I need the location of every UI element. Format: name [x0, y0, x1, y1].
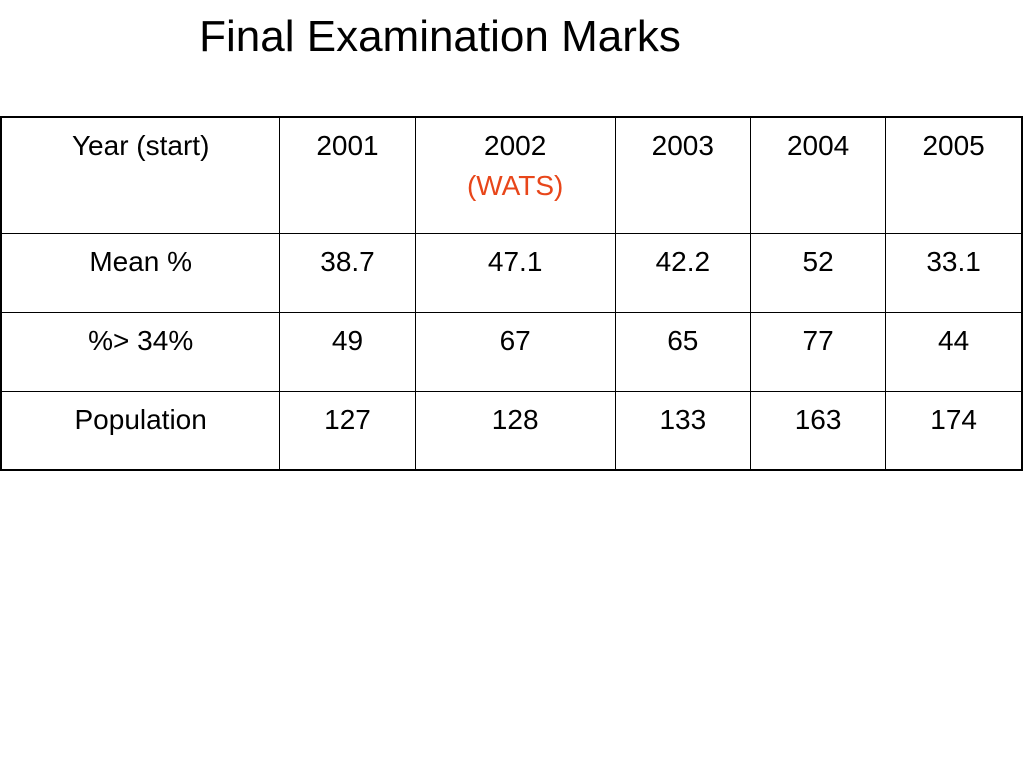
- data-row: Mean % 38.7 47.1 42.2 52 33.1: [0, 232, 1023, 313]
- data-cell: 133: [614, 390, 751, 471]
- data-cell: 128: [414, 390, 616, 471]
- data-cell: 38.7: [279, 232, 416, 313]
- data-cell: 67: [414, 311, 616, 392]
- header-cell: 2003: [614, 116, 751, 234]
- header-row: Year (start) 2001 2002 (WATS) 2003 2004 2005: [0, 116, 1023, 234]
- data-cell: 65: [614, 311, 751, 392]
- header-cell: 2005: [885, 116, 1023, 234]
- slide-title: Final Examination Marks: [199, 12, 681, 61]
- header-cell: 2002 (WATS): [414, 116, 616, 234]
- data-cell: 44: [885, 311, 1023, 392]
- data-cell: 127: [279, 390, 416, 471]
- header-note: (WATS): [466, 170, 564, 201]
- data-row: Population 127 128 133 163 174: [0, 390, 1023, 471]
- row-label: %> 34%: [0, 311, 281, 392]
- header-text: 2004: [786, 130, 850, 161]
- data-cell: 52: [749, 232, 887, 313]
- data-cell: 47.1: [414, 232, 616, 313]
- data-cell: 42.2: [614, 232, 751, 313]
- data-cell: 77: [749, 311, 887, 392]
- header-cell: Year (start): [0, 116, 281, 234]
- data-row: %> 34% 49 67 65 77 44: [0, 311, 1023, 392]
- marks-table: Year (start) 2001 2002 (WATS) 2003 2004 2005 Me…: [0, 116, 1023, 471]
- row-label: Population: [0, 390, 281, 471]
- row-label: Mean %: [0, 232, 281, 313]
- header-cell: 2001: [279, 116, 416, 234]
- header-text: 2001: [316, 130, 379, 161]
- data-cell: 33.1: [885, 232, 1023, 313]
- header-cell: 2004: [749, 116, 887, 234]
- header-text: 2003: [651, 130, 714, 161]
- data-cell: 49: [279, 311, 416, 392]
- header-text: 2005: [922, 130, 985, 161]
- data-cell: 174: [885, 390, 1023, 471]
- header-text: 2002: [484, 130, 547, 161]
- data-cell: 163: [749, 390, 887, 471]
- header-text: Year (start): [71, 130, 210, 161]
